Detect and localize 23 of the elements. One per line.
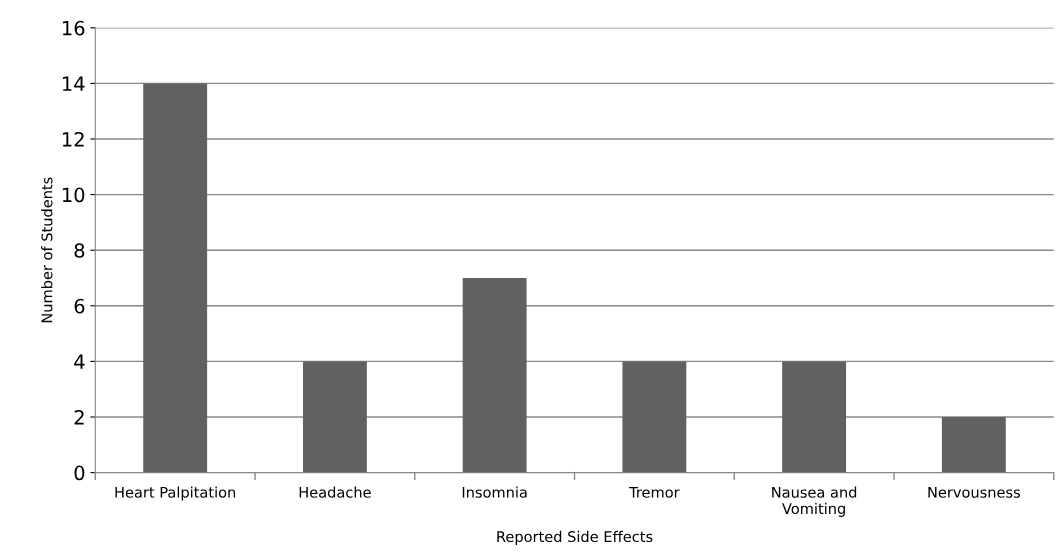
x-axis-title: Reported Side Effects (497, 530, 653, 545)
bar (622, 361, 687, 473)
bar (462, 278, 527, 473)
y-tick-label: 4 (74, 354, 85, 369)
y-tick-label: 14 (62, 76, 85, 91)
x-tick-label: Headache (299, 486, 371, 498)
x-tick-label: Heart Palpitation (115, 486, 236, 501)
x-tick-label: Nervousness (928, 486, 1020, 498)
x-tick-label: Tremor (629, 486, 680, 498)
y-tick-label: 0 (74, 465, 85, 481)
bar (143, 83, 208, 473)
bar (782, 361, 847, 473)
x-tick-label: Nausea and Vomiting (772, 486, 857, 517)
y-tick-label: 6 (74, 298, 85, 314)
y-tick-label: 12 (62, 131, 84, 147)
y-tick-label: 2 (74, 409, 84, 425)
x-tick-label: Insomnia (462, 486, 527, 498)
y-tick-label: 16 (62, 20, 85, 36)
y-tick-label: 8 (74, 243, 85, 258)
y-axis-title: Number of Students (41, 177, 53, 323)
y-tick-label: 10 (62, 187, 85, 203)
bar (941, 417, 1006, 473)
bar (302, 361, 367, 473)
